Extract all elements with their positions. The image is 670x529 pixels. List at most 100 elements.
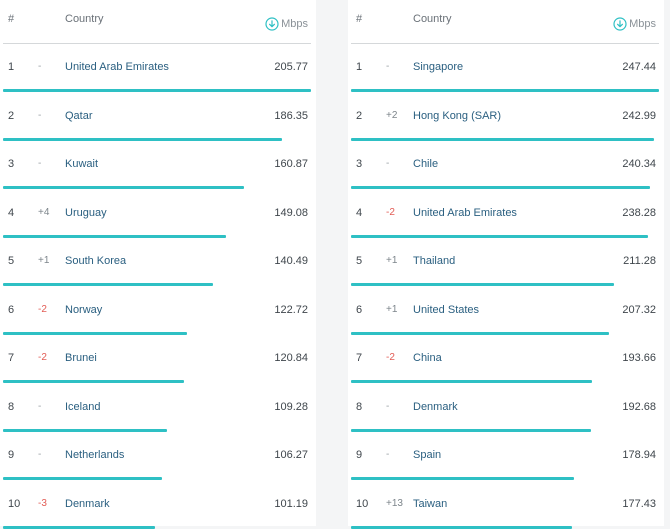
- rank-change: -2: [386, 207, 395, 218]
- rank-cell: 1: [8, 61, 14, 73]
- rank-cell: 9: [356, 449, 362, 461]
- table-row: 3 - Chile 240.34: [348, 141, 664, 190]
- speed-value: 186.35: [274, 110, 308, 122]
- rank-change: -: [386, 61, 389, 72]
- rank-cell: 2: [8, 110, 14, 122]
- country-link[interactable]: Kuwait: [65, 158, 98, 170]
- speed-value: 101.19: [274, 498, 308, 510]
- download-arrow-icon: [613, 17, 627, 31]
- country-link[interactable]: Brunei: [65, 352, 97, 364]
- header-country: Country: [413, 13, 452, 25]
- speed-value: 247.44: [622, 61, 656, 73]
- speed-value: 160.87: [274, 158, 308, 170]
- table-row: 3 - Kuwait 160.87: [0, 141, 316, 190]
- header-unit[interactable]: Mbps: [613, 17, 656, 31]
- table-row: 1 - Singapore 247.44: [348, 44, 664, 93]
- country-link[interactable]: Iceland: [65, 401, 100, 413]
- country-link[interactable]: Denmark: [65, 498, 110, 510]
- unit-label: Mbps: [629, 18, 656, 30]
- rank-change: -: [38, 61, 41, 72]
- country-link[interactable]: South Korea: [65, 255, 126, 267]
- country-link[interactable]: United Arab Emirates: [413, 207, 517, 219]
- rank-cell: 10: [356, 498, 368, 510]
- rank-change: -: [38, 158, 41, 169]
- table-row: 8 - Iceland 109.28: [0, 384, 316, 433]
- rank-change: -: [38, 401, 41, 412]
- table-row: 4 -2 United Arab Emirates 238.28: [348, 190, 664, 239]
- country-link[interactable]: Spain: [413, 449, 441, 461]
- rank-cell: 10: [8, 498, 20, 510]
- country-link[interactable]: Chile: [413, 158, 438, 170]
- country-link[interactable]: United States: [413, 304, 479, 316]
- country-link[interactable]: United Arab Emirates: [65, 61, 169, 73]
- speed-value: 149.08: [274, 207, 308, 219]
- speed-value: 238.28: [622, 207, 656, 219]
- speed-value: 192.68: [622, 401, 656, 413]
- country-link[interactable]: Norway: [65, 304, 102, 316]
- table-row: 1 - United Arab Emirates 205.77: [0, 44, 316, 93]
- table-row: 10 +13 Taiwan 177.43: [348, 481, 664, 529]
- speed-value: 207.32: [622, 304, 656, 316]
- rank-change: +4: [38, 207, 49, 218]
- rank-cell: 1: [356, 61, 362, 73]
- country-link[interactable]: Thailand: [413, 255, 455, 267]
- table-rows: 1 - United Arab Emirates 205.77 2 - Qatar 186.3…: [0, 44, 316, 529]
- unit-label: Mbps: [281, 18, 308, 30]
- rank-cell: 7: [356, 352, 362, 364]
- rank-change: -: [386, 158, 389, 169]
- table-header: # Country Mbps: [0, 0, 316, 44]
- country-link[interactable]: China: [413, 352, 442, 364]
- table-header: # Country Mbps: [348, 0, 664, 44]
- rank-change: -: [38, 110, 41, 121]
- speed-value: 106.27: [274, 449, 308, 461]
- download-arrow-icon: [265, 17, 279, 31]
- rank-cell: 9: [8, 449, 14, 461]
- country-link[interactable]: Qatar: [65, 110, 93, 122]
- table-row: 2 - Qatar 186.35: [0, 93, 316, 142]
- rank-change: -: [386, 449, 389, 460]
- country-link[interactable]: Hong Kong (SAR): [413, 110, 501, 122]
- table-row: 5 +1 Thailand 211.28: [348, 238, 664, 287]
- speed-value: 240.34: [622, 158, 656, 170]
- speed-value: 177.43: [622, 498, 656, 510]
- country-link[interactable]: Uruguay: [65, 207, 107, 219]
- rank-change: +1: [386, 304, 397, 315]
- speed-value: 211.28: [623, 255, 656, 267]
- speed-value: 193.66: [622, 352, 656, 364]
- rank-change: +2: [386, 110, 397, 121]
- rank-cell: 5: [356, 255, 362, 267]
- header-unit[interactable]: Mbps: [265, 17, 308, 31]
- speed-value: 122.72: [274, 304, 308, 316]
- rank-cell: 3: [8, 158, 14, 170]
- rank-change: +1: [386, 255, 397, 266]
- rank-change: -: [38, 449, 41, 460]
- country-link[interactable]: Denmark: [413, 401, 458, 413]
- rank-cell: 8: [356, 401, 362, 413]
- rank-cell: 3: [356, 158, 362, 170]
- speed-value: 178.94: [622, 449, 656, 461]
- rank-change: +13: [386, 498, 403, 509]
- rank-cell: 5: [8, 255, 14, 267]
- rank-change: -2: [386, 352, 395, 363]
- header-country: Country: [65, 13, 104, 25]
- rank-change: -: [386, 401, 389, 412]
- table-row: 7 -2 China 193.66: [348, 335, 664, 384]
- header-rank: #: [8, 13, 14, 25]
- speed-value: 120.84: [274, 352, 308, 364]
- country-link[interactable]: Netherlands: [65, 449, 124, 461]
- country-link[interactable]: Singapore: [413, 61, 463, 73]
- country-link[interactable]: Taiwan: [413, 498, 447, 510]
- rank-cell: 6: [8, 304, 14, 316]
- rank-cell: 8: [8, 401, 14, 413]
- speed-value: 109.28: [274, 401, 308, 413]
- rank-cell: 4: [356, 207, 362, 219]
- rank-cell: 2: [356, 110, 362, 122]
- table-row: 9 - Netherlands 106.27: [0, 432, 316, 481]
- speed-value: 205.77: [274, 61, 308, 73]
